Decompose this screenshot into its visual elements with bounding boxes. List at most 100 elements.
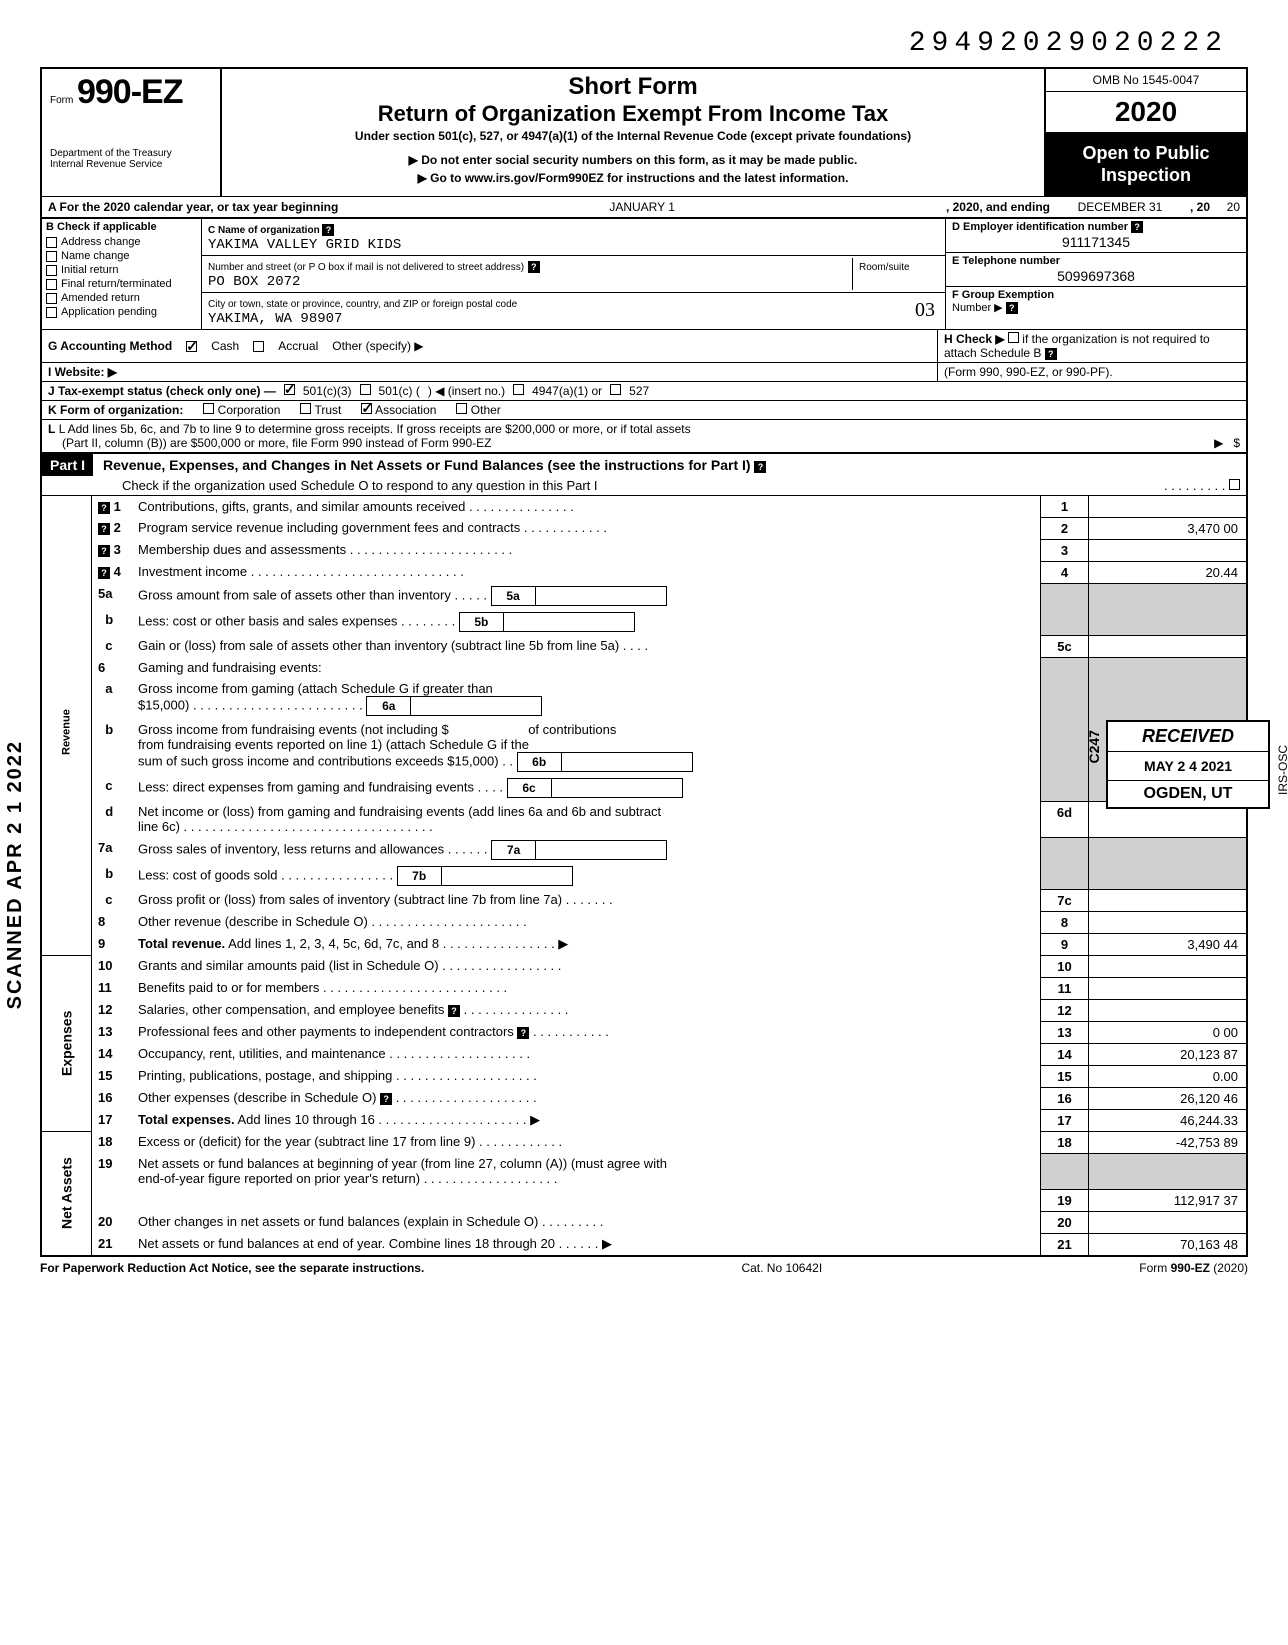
ln6-val xyxy=(1088,657,1246,678)
ln15-box: 15 xyxy=(1040,1065,1088,1087)
b-head: B Check if applicable xyxy=(46,221,157,233)
section-def: D Employer identification number ? 91117… xyxy=(946,219,1246,329)
ln13-box: 13 xyxy=(1040,1021,1088,1043)
ln5a-box xyxy=(1040,583,1088,609)
org-name: YAKIMA VALLEY GRID KIDS xyxy=(208,237,939,253)
dept-treasury: Department of the Treasury Internal Reve… xyxy=(50,148,212,170)
chk-other[interactable] xyxy=(456,403,467,414)
chk-schedule-o[interactable] xyxy=(1229,479,1240,490)
a-begin: JANUARY 1 xyxy=(338,200,946,214)
footer-left: For Paperwork Reduction Act Notice, see … xyxy=(40,1261,424,1275)
ln18-num: 18 xyxy=(92,1131,136,1153)
ln15-val: 0.00 xyxy=(1088,1065,1246,1087)
k-corp: Corporation xyxy=(218,403,281,417)
part1-sub-text: Check if the organization used Schedule … xyxy=(122,478,598,493)
a-end2: , 20 xyxy=(1190,200,1210,214)
chk-name-change[interactable]: Name change xyxy=(42,249,201,263)
form-header-grid: Form 990-EZ Department of the Treasury I… xyxy=(40,67,1248,196)
arrow-ssn: ▶ Do not enter social security numbers o… xyxy=(230,153,1036,167)
ln6a-desc: Gross income from gaming (attach Schedul… xyxy=(136,678,1040,719)
ln17-val: 46,244.33 xyxy=(1088,1109,1246,1131)
return-title: Return of Organization Exempt From Incom… xyxy=(230,101,1036,127)
chk-trust[interactable] xyxy=(300,403,311,414)
g-accrual: Accrual xyxy=(278,339,318,353)
ln9-desc: Total revenue. Add lines 1, 2, 3, 4, 5c,… xyxy=(136,933,1040,955)
ln4-desc: Investment income . . . . . . . . . . . … xyxy=(136,561,1040,583)
chk-accrual[interactable] xyxy=(253,341,264,352)
side-expenses: Expenses xyxy=(42,955,92,1131)
part1-title: Revenue, Expenses, and Changes in Net As… xyxy=(93,457,766,473)
handwritten-initials: 03 xyxy=(915,299,935,322)
help-icon: ? xyxy=(528,261,540,273)
ln19-box-shade xyxy=(1040,1153,1088,1189)
ln12-num: 12 xyxy=(92,999,136,1021)
j-501c3: 501(c)(3) xyxy=(303,384,352,398)
ln7a-num: 7a xyxy=(92,837,136,863)
section-a-row: A For the 2020 calendar year, or tax yea… xyxy=(40,196,1248,217)
org-city: YAKIMA, WA 98907 xyxy=(208,311,939,327)
ln1-val xyxy=(1088,496,1246,517)
side-netassets: Net Assets xyxy=(42,1131,92,1255)
chk-application-pending[interactable]: Application pending xyxy=(42,305,201,319)
ln9-num: 9 xyxy=(92,933,136,955)
footer: For Paperwork Reduction Act Notice, see … xyxy=(40,1255,1248,1279)
ln14-desc: Occupancy, rent, utilities, and maintena… xyxy=(136,1043,1040,1065)
ln8-desc: Other revenue (describe in Schedule O) .… xyxy=(136,911,1040,933)
chk-cash[interactable] xyxy=(186,341,197,352)
chk-501c3[interactable] xyxy=(284,384,295,395)
chk-schedule-b[interactable] xyxy=(1008,332,1019,343)
row-i: I Website: ▶ (Form 990, 990-EZ, or 990-P… xyxy=(40,362,1248,381)
ln19-num: 19 xyxy=(92,1153,136,1189)
j-4947: 4947(a)(1) or xyxy=(532,384,602,398)
part1-num: Part I xyxy=(42,454,93,476)
ln6b-box xyxy=(1040,719,1088,775)
footer-mid: Cat. No 10642I xyxy=(741,1261,822,1275)
chk-association[interactable] xyxy=(361,403,372,414)
revenue-table: Revenue ? 1 Contributions, gifts, grants… xyxy=(40,495,1248,955)
c-city-row: City or town, state or province, country… xyxy=(202,293,945,329)
ein-value: 911171345 xyxy=(952,234,1240,250)
ln7a-val xyxy=(1088,837,1246,863)
ln20-box: 20 xyxy=(1040,1211,1088,1233)
ln13-num: 13 xyxy=(92,1021,136,1043)
help-icon: ? xyxy=(1006,302,1018,314)
ln18-val: -42,753 89 xyxy=(1088,1131,1246,1153)
ln1-desc: Contributions, gifts, grants, and simila… xyxy=(136,496,1040,517)
ln7c-num: c xyxy=(92,889,136,911)
row-l: L L Add lines 5b, 6c, and 7b to line 9 t… xyxy=(40,419,1248,454)
dept-line2: Internal Revenue Service xyxy=(50,159,162,170)
stamp-irs-osc: IRS-OSC xyxy=(1276,745,1288,795)
chk-final-return[interactable]: Final return/terminated xyxy=(42,277,201,291)
chk-address-change[interactable]: Address change xyxy=(42,235,201,249)
g-cash: Cash xyxy=(211,339,239,353)
ln12-val xyxy=(1088,999,1246,1021)
ln3-desc: Membership dues and assessments . . . . … xyxy=(136,539,1040,561)
a-mid: , 2020, and ending xyxy=(946,200,1050,214)
chk-corporation[interactable] xyxy=(203,403,214,414)
chk-4947[interactable] xyxy=(513,384,524,395)
f-label: F Group Exemption xyxy=(952,289,1054,301)
c-city-label: City or town, state or province, country… xyxy=(208,299,517,310)
ln3-num: ? 3 xyxy=(92,539,136,561)
chk-501c[interactable] xyxy=(360,384,371,395)
help-icon: ? xyxy=(1045,348,1057,360)
open-line2: Inspection xyxy=(1101,165,1191,185)
j-527: 527 xyxy=(629,384,649,398)
g-other: Other (specify) ▶ xyxy=(332,339,423,353)
ln5b-box xyxy=(1040,609,1088,635)
tax-year: 2020 xyxy=(1046,92,1246,133)
ln21-val: 70,163 48 xyxy=(1088,1233,1246,1255)
ln10-desc: Grants and similar amounts paid (list in… xyxy=(136,955,1040,977)
a-end3: 20 xyxy=(1210,200,1240,214)
chk-amended[interactable]: Amended return xyxy=(42,291,201,305)
ln10-box: 10 xyxy=(1040,955,1088,977)
ln21-box: 21 xyxy=(1040,1233,1088,1255)
ln16-val: 26,120 46 xyxy=(1088,1087,1246,1109)
ln13-desc: Professional fees and other payments to … xyxy=(136,1021,1040,1043)
chk-527[interactable] xyxy=(610,384,621,395)
chk-initial-return[interactable]: Initial return xyxy=(42,263,201,277)
ln6a-box xyxy=(1040,678,1088,719)
d-ein: D Employer identification number ? 91117… xyxy=(946,219,1246,253)
ln5b-desc: Less: cost or other basis and sales expe… xyxy=(136,609,1040,635)
ln5c-val xyxy=(1088,635,1246,657)
